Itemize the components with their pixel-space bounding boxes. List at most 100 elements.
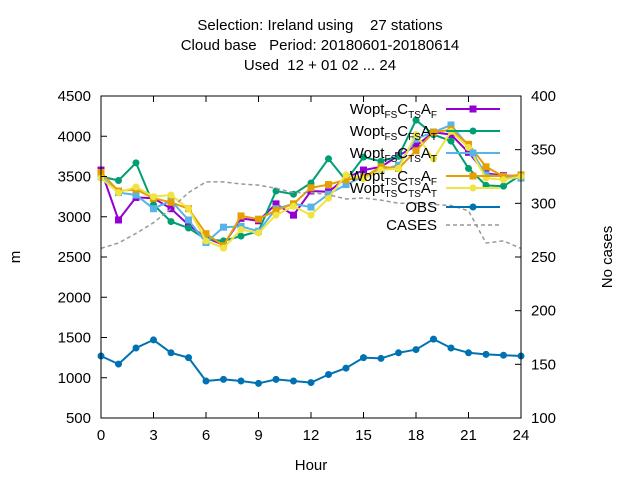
y2-tick-label: 200	[531, 303, 556, 320]
series-point	[500, 182, 507, 190]
series-point	[377, 166, 385, 174]
series-point	[360, 354, 367, 362]
series-point	[447, 121, 455, 129]
legend-subscript: FS	[384, 132, 397, 143]
y2-axis-label: No cases	[599, 226, 616, 289]
series-point	[412, 131, 420, 139]
series-point	[220, 244, 227, 252]
series-point	[167, 198, 175, 206]
legend-subscript: F	[431, 110, 437, 121]
x-tick-label: 6	[202, 427, 210, 444]
series-point	[290, 202, 297, 210]
legend-subscript: TS	[384, 177, 397, 188]
series-point	[272, 206, 280, 214]
series-point	[237, 226, 245, 234]
legend: WoptFSCTSAFWoptFSCFSATWoptFSCTSATWoptTSC…	[350, 101, 500, 234]
series-point	[325, 181, 332, 189]
series-point	[290, 377, 297, 385]
series-point	[360, 153, 367, 161]
legend-label: WoptTSCTSAF	[350, 168, 437, 188]
x-tick-label: 18	[408, 427, 425, 444]
series-point	[202, 377, 210, 385]
y2-tick-label: 150	[531, 356, 556, 373]
x-tick-label: 3	[149, 427, 157, 444]
series-point	[150, 336, 157, 344]
legend-subscript: TS	[408, 189, 421, 200]
series-point	[185, 216, 192, 224]
series-point	[255, 379, 262, 387]
chart-title-line-1: Selection: Ireland using 27 stations	[197, 17, 443, 34]
legend-letter: A	[421, 145, 431, 162]
x-tick-label: 15	[355, 427, 372, 444]
legend-subscript: FS	[384, 154, 397, 165]
series-point	[255, 215, 262, 223]
y-tick-label: 500	[66, 410, 91, 427]
series-point	[132, 344, 140, 352]
series-point	[237, 212, 245, 220]
series-point	[465, 144, 472, 152]
x-tick-label: 9	[254, 427, 262, 444]
y-tick-label: 2500	[58, 249, 91, 266]
legend-letter: A	[421, 123, 431, 140]
series-point	[447, 137, 455, 145]
series-layer	[97, 116, 525, 387]
series-point	[290, 211, 297, 219]
series-point	[412, 135, 420, 143]
legend-letter: C	[397, 101, 408, 118]
series-point	[342, 364, 350, 372]
y2-tick-label: 350	[531, 142, 556, 159]
legend-label: WoptTSCTSAT	[350, 180, 437, 200]
series-point	[430, 128, 437, 136]
x-tick-label: 24	[513, 427, 530, 444]
legend-subscript: TS	[384, 189, 397, 200]
series-point	[220, 375, 227, 383]
series-point	[430, 155, 437, 163]
series-point	[167, 218, 175, 226]
series-point	[482, 350, 490, 358]
series-point	[220, 223, 227, 231]
series-point	[395, 349, 402, 357]
y2-tick-label: 400	[531, 88, 556, 105]
series-point	[272, 211, 280, 219]
series-point	[412, 346, 420, 354]
y2-tick-label: 100	[531, 410, 556, 427]
y2-tick-label: 250	[531, 249, 556, 266]
series-point	[167, 349, 175, 357]
y2-tick-label: 300	[531, 195, 556, 212]
legend-letter: C	[397, 168, 408, 185]
series-point	[115, 189, 122, 197]
legend-swatch-point	[469, 203, 477, 211]
series-point	[430, 335, 437, 343]
y-axis-label: m	[7, 251, 24, 264]
series-point	[412, 142, 420, 150]
legend-label: WoptFSCFSAT	[350, 123, 437, 143]
series-point	[115, 177, 122, 185]
series-point	[395, 164, 402, 172]
series-point	[377, 157, 385, 165]
y-tick-label: 1500	[58, 330, 91, 347]
series-point	[202, 230, 210, 238]
series-point	[342, 176, 350, 184]
legend-letter: A	[421, 168, 431, 185]
series-point	[202, 237, 210, 245]
legend-letter: C	[397, 180, 408, 197]
series-point	[465, 349, 472, 357]
legend-letter: A	[421, 101, 431, 118]
series-point	[360, 175, 367, 183]
series-point	[325, 194, 332, 202]
y-tick-label: 3500	[58, 169, 91, 186]
series-point	[115, 216, 122, 224]
series-point	[325, 190, 332, 198]
plot-frame	[100, 95, 522, 419]
legend-swatch-point	[469, 184, 477, 192]
legend-subscript: T	[431, 132, 437, 143]
chart-title-line-3: Used 12 + 01 02 ... 24	[243, 57, 397, 74]
series-line	[100, 181, 522, 250]
x-tick-label: 21	[460, 427, 477, 444]
series-point	[237, 377, 245, 385]
series-point	[167, 205, 175, 213]
series-point	[132, 159, 140, 167]
series-5	[97, 335, 525, 387]
legend-label: WoptFSCTSAT	[350, 145, 437, 165]
